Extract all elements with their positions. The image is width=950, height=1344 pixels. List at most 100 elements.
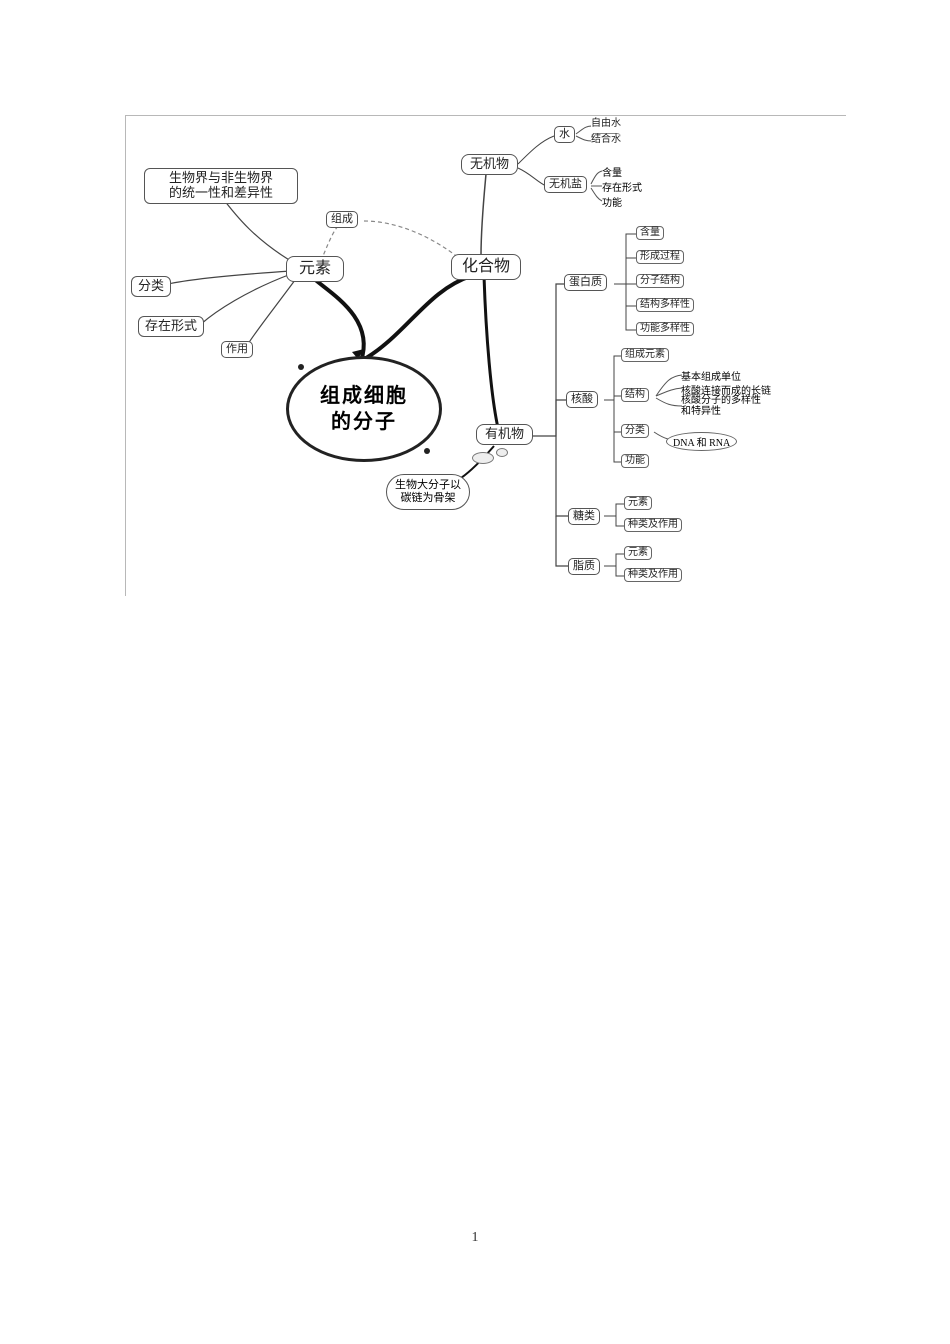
label-p5: 功能多样性: [640, 323, 690, 334]
label-n-class: 分类: [625, 425, 645, 436]
edge-inorg-water: [518, 136, 554, 164]
label-protein: 蛋白质: [569, 276, 602, 288]
label-p4: 结构多样性: [640, 299, 690, 310]
edge-organic-lipid: [556, 516, 570, 566]
edge-n1: [604, 356, 622, 400]
edge-organic-protein: [526, 284, 566, 436]
edge-p2: [626, 258, 636, 284]
label-cloud: 生物大分子以碳链为骨架: [395, 479, 461, 504]
edge-s1: [604, 504, 624, 516]
edge-s2: [616, 516, 624, 526]
node-cloud: 生物大分子以碳链为骨架: [386, 474, 470, 510]
center-dot-2: [424, 448, 430, 454]
node-salt: 无机盐: [544, 176, 587, 193]
node-organic: 有机物: [476, 424, 533, 445]
page-number-label: 1: [472, 1230, 479, 1245]
node-n-struct: 结构: [621, 388, 649, 402]
node-nuclein: 核酸: [566, 391, 598, 408]
edge-salt-1: [591, 171, 602, 184]
node-salt-amount: 含量: [602, 164, 622, 179]
page-number: 1: [0, 1230, 950, 1246]
edge-ns2: [656, 388, 682, 396]
label-zucheng: 组成: [331, 213, 353, 225]
node-p5: 功能多样性: [636, 322, 694, 336]
node-s1: 元素: [624, 496, 652, 510]
edge-center-element: [311, 276, 364, 361]
edge-zucheng-compound: [364, 221, 466, 264]
label-ns3: 核酸分子的多样性和特异性: [681, 395, 761, 417]
edge-center-compound: [361, 276, 471, 361]
label-unity: 生物界与非生物界的统一性和差异性: [169, 170, 273, 200]
edge-salt-3: [591, 188, 602, 201]
label-s2: 种类及作用: [628, 519, 678, 530]
edge-ns3: [656, 398, 682, 406]
node-l2: 种类及作用: [624, 568, 682, 582]
edge-ns1: [656, 375, 682, 396]
page: 组成细胞的分子 生物界与非生物界的统一性和差异性 分类 存在形式 作用 组成 元…: [0, 0, 950, 1344]
center-node: 组成细胞的分子: [286, 356, 442, 462]
label-water: 水: [559, 128, 570, 140]
edge-dnarna: [654, 432, 668, 439]
edge-water-bound: [576, 136, 592, 141]
node-n-elem: 组成元素: [621, 348, 669, 362]
label-classify: 分类: [138, 278, 164, 293]
label-dnarna: DNA 和 RNA: [673, 438, 730, 449]
label-salt-form: 存在形式: [602, 183, 642, 194]
label-s1: 元素: [628, 497, 648, 508]
label-compound: 化合物: [462, 258, 510, 275]
node-p2: 形成过程: [636, 250, 684, 264]
node-bound-water: 结合水: [591, 133, 621, 146]
node-element: 元素: [286, 256, 344, 282]
label-n-elem: 组成元素: [625, 349, 665, 360]
center-label: 组成细胞的分子: [320, 383, 408, 435]
edge-element-effect: [248, 276, 298, 344]
node-unity: 生物界与非生物界的统一性和差异性: [144, 168, 298, 204]
node-zucheng: 组成: [326, 211, 358, 228]
label-p2: 形成过程: [640, 251, 680, 262]
node-dnarna: DNA 和 RNA: [666, 432, 737, 451]
center-dot-1: [298, 364, 304, 370]
label-salt: 无机盐: [549, 178, 582, 190]
node-n-func: 功能: [621, 454, 649, 468]
edge-element-exists: [201, 274, 291, 324]
label-p1: 含量: [640, 227, 660, 238]
deco-ell-1: [472, 452, 494, 464]
node-salt-func: 功能: [602, 194, 622, 209]
edge-p1: [614, 234, 636, 284]
label-exists: 存在形式: [145, 318, 197, 333]
edge-compound-inorganic: [481, 174, 486, 256]
node-l1: 元素: [624, 546, 652, 560]
label-n-struct: 结构: [625, 389, 645, 400]
node-p3: 分子结构: [636, 274, 684, 288]
label-salt-func: 功能: [602, 198, 622, 209]
deco-ell-2: [496, 448, 508, 457]
edge-element-unity: [221, 196, 296, 264]
edge-compound-organic: [484, 276, 498, 428]
edge-p5: [626, 306, 636, 330]
node-exists: 存在形式: [138, 316, 204, 337]
node-ns3: 核酸分子的多样性和特异性: [681, 396, 761, 417]
label-n-func: 功能: [625, 455, 645, 466]
label-salt-amount: 含量: [602, 168, 622, 179]
edge-l2: [616, 566, 624, 576]
edge-p4: [626, 284, 636, 306]
label-effect: 作用: [226, 343, 248, 355]
node-free-water: 自由水: [591, 118, 621, 130]
node-classify: 分类: [131, 276, 171, 297]
node-s2: 种类及作用: [624, 518, 682, 532]
node-sugar: 糖类: [568, 508, 600, 525]
label-l1: 元素: [628, 547, 648, 558]
node-n-class: 分类: [621, 424, 649, 438]
edge-organic-sugar: [556, 436, 570, 516]
label-lipid: 脂质: [573, 560, 595, 572]
label-sugar: 糖类: [573, 510, 595, 522]
label-free-water: 自由水: [591, 118, 621, 129]
edge-water-free: [576, 126, 592, 134]
label-inorganic: 无机物: [470, 156, 509, 171]
edge-inorg-salt: [518, 168, 546, 186]
node-water: 水: [554, 126, 575, 143]
node-p4: 结构多样性: [636, 298, 694, 312]
label-element: 元素: [299, 260, 331, 277]
diagram-sheet: 组成细胞的分子 生物界与非生物界的统一性和差异性 分类 存在形式 作用 组成 元…: [125, 115, 846, 596]
node-inorganic: 无机物: [461, 154, 518, 175]
